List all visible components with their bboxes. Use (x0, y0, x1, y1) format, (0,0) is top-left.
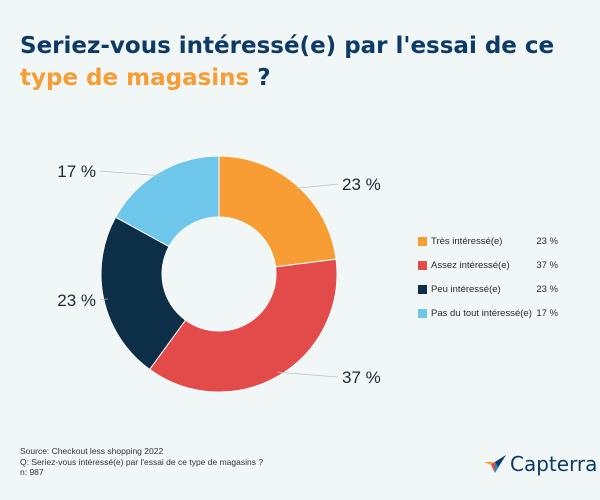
sample-size-line: n: 987 (20, 467, 44, 477)
donut-slice (100, 216, 187, 371)
title-highlight: type de magasins (20, 65, 250, 91)
source-note: Source: Checkout less shopping 2022 Q: S… (20, 446, 263, 478)
slice-data-label: 23 % (57, 291, 96, 310)
title-part-1: Seriez-vous intéressé(e) par l'essai de … (20, 33, 555, 59)
leader-line (294, 183, 339, 189)
legend-label: Assez intéressé(e) (431, 259, 510, 271)
legend-label: Très intéressé(e) (431, 235, 503, 247)
source-line: Source: Checkout less shopping 2022 (20, 446, 164, 456)
slice-data-label: 37 % (342, 368, 381, 387)
legend-swatch (418, 260, 427, 270)
leader-line (276, 371, 339, 378)
legend-item-not-interested: Pas du tout intéressé(e) 17 % (418, 301, 558, 325)
question-line: Q: Seriez-vous intéressé(e) par l'essai … (20, 456, 264, 467)
legend-value: 23 % (536, 235, 558, 247)
legend-item-very-interested: Très intéressé(e) 23 % (418, 229, 558, 253)
legend-label: Peu intéressé(e) (431, 283, 501, 295)
donut-slice (114, 155, 220, 248)
legend-item-fairly-interested: Assez intéressé(e) 37 % (418, 253, 558, 277)
title-part-3: ? (249, 65, 271, 91)
donut-slice (218, 155, 337, 268)
legend-value: 37 % (536, 259, 558, 271)
slice-data-label: 17 % (57, 162, 96, 181)
leader-line (99, 170, 162, 177)
legend-swatch (418, 236, 427, 246)
donut-slice (148, 258, 338, 393)
slice-data-label: 23 % (342, 175, 381, 194)
legend-item-slightly-interested: Peu intéressé(e) 23 % (418, 277, 558, 301)
legend-swatch (418, 308, 427, 318)
legend-label: Pas du tout intéressé(e) (431, 307, 532, 319)
page-title: Seriez-vous intéressé(e) par l'essai de … (20, 30, 580, 94)
brand-name: Capterra (510, 452, 598, 476)
legend: Très intéressé(e) 23 % Assez intéressé(e… (418, 229, 558, 325)
legend-value: 17 % (536, 307, 558, 319)
capterra-logo-icon (484, 455, 506, 473)
legend-value: 23 % (536, 283, 558, 295)
legend-swatch (418, 284, 427, 294)
leader-line (99, 298, 108, 301)
capterra-brand: Capterra (484, 452, 597, 476)
